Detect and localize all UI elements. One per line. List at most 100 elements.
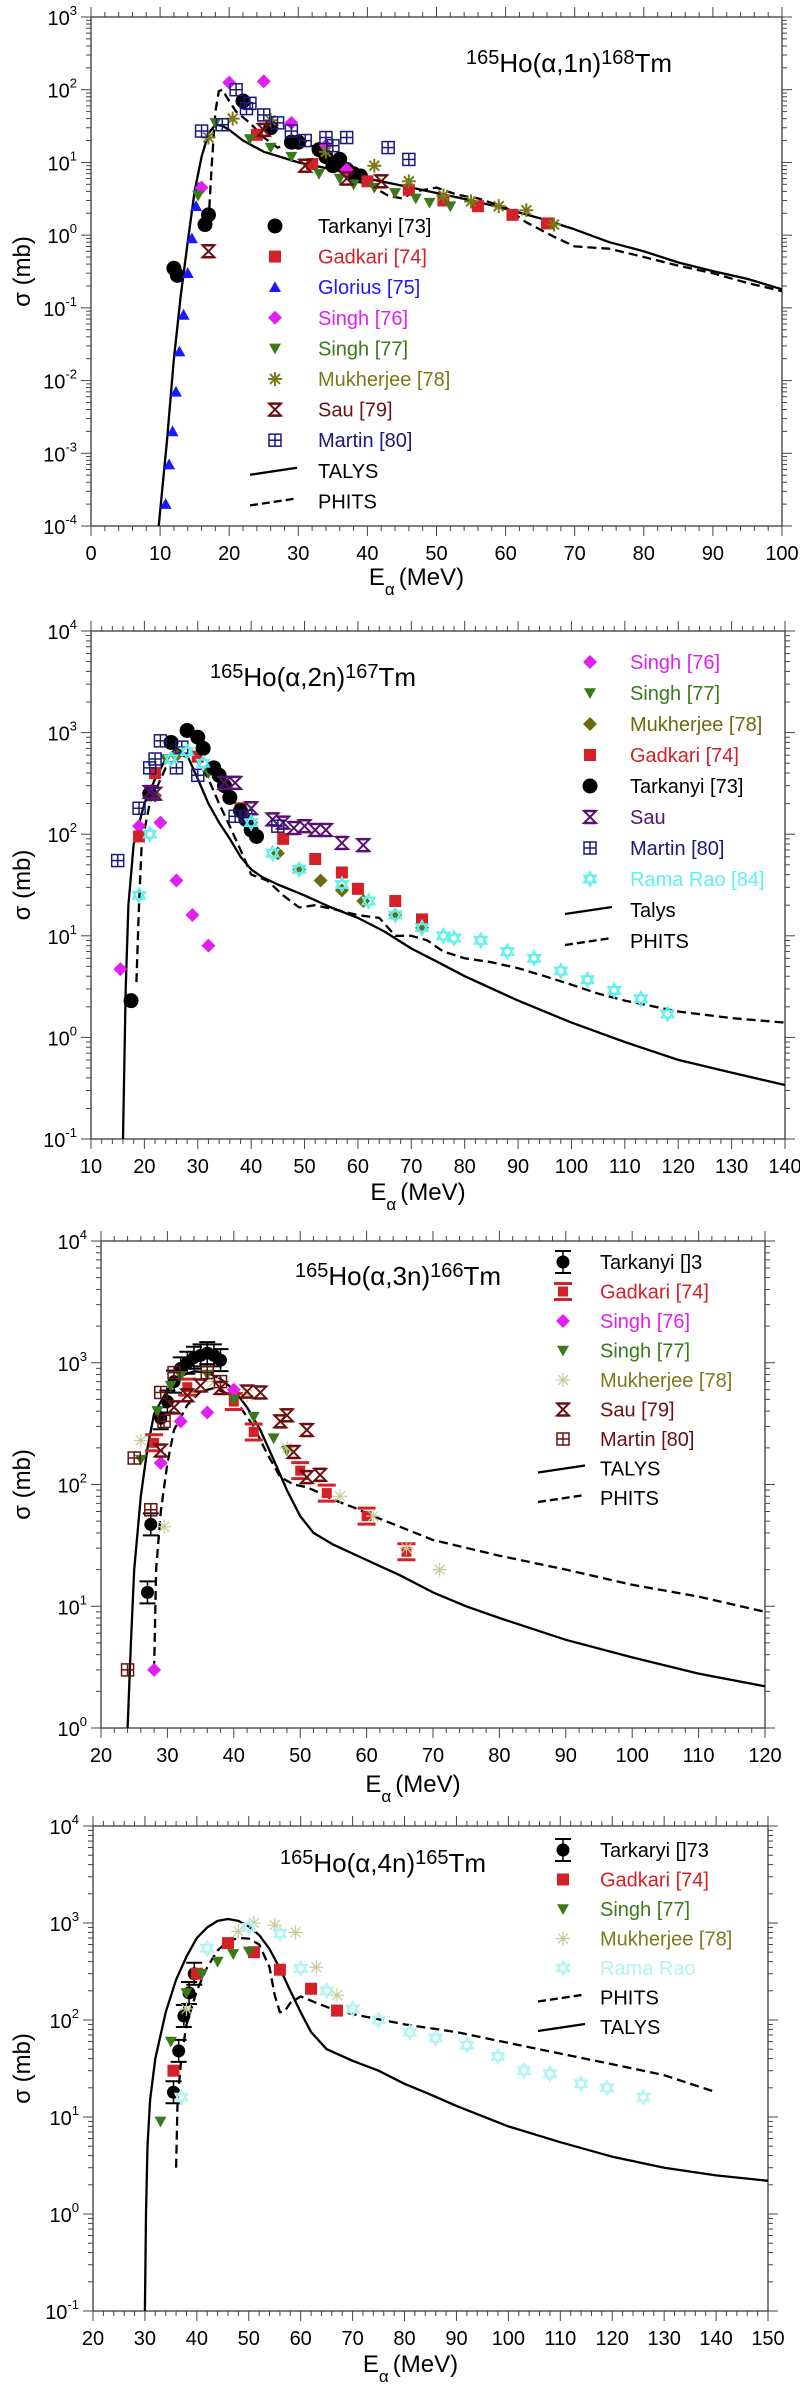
series-tarkanyi-73 bbox=[123, 722, 264, 1009]
data-point bbox=[169, 385, 182, 397]
data-point bbox=[131, 886, 147, 905]
asterisk-stroke bbox=[557, 1374, 569, 1386]
x-axis-title: Eα (MeV) bbox=[363, 2351, 458, 2385]
legend: Tarkanyi [73] Gadkari [74] Glorius [75] Sin… bbox=[249, 216, 450, 513]
data-point bbox=[491, 199, 506, 214]
chart-title: 165Ho(α,3n)166Tm bbox=[295, 1260, 501, 1291]
data-point bbox=[344, 2000, 361, 2018]
x-axis-title-symbol: E bbox=[363, 2351, 379, 2378]
chart-panel-3: 20 30 40 50 60 70 80 90 100 110 120100101102103104… bbox=[9, 1227, 782, 1806]
star-triangle bbox=[142, 825, 158, 839]
x-tick-label: 90 bbox=[507, 1156, 529, 1178]
x-tick-label: 20 bbox=[82, 2328, 104, 2350]
data-point bbox=[506, 208, 519, 221]
data-point bbox=[181, 267, 194, 278]
star-triangle bbox=[446, 929, 462, 943]
x-tick-label: 30 bbox=[134, 2328, 156, 2350]
x-axis-title-symbol: E bbox=[365, 1771, 381, 1798]
star-triangle bbox=[291, 865, 307, 879]
legend-label: Mukherjee [78] bbox=[318, 369, 450, 391]
data-point bbox=[147, 1662, 162, 1677]
data-point bbox=[179, 722, 195, 738]
data-point bbox=[288, 1925, 303, 1940]
chart-title: 165Ho(α,4n)165Tm bbox=[280, 1847, 486, 1878]
asterisk-stroke bbox=[334, 1490, 346, 1502]
asterisk-stroke bbox=[557, 1933, 569, 1944]
data-point bbox=[241, 1918, 257, 1937]
x-axis-title-subscript: α bbox=[379, 2367, 389, 2385]
data-point bbox=[222, 1937, 234, 1950]
data-point bbox=[298, 1423, 316, 1438]
data-point bbox=[154, 2116, 167, 2128]
legend-label: Singh [77] bbox=[318, 338, 408, 360]
star-triangle bbox=[499, 947, 516, 961]
chart-panel-1: 0 10 20 30 40 50 60 70 80 90 10010-410-310-210-110… bbox=[9, 3, 799, 599]
y-tick-exponent: -1 bbox=[67, 2297, 79, 2312]
data-point bbox=[200, 1405, 215, 1420]
data-point bbox=[409, 193, 422, 205]
series-tarkanyi-73 bbox=[166, 93, 368, 283]
title-reaction: Ho(α,3n) bbox=[328, 1261, 430, 1291]
asterisk-stroke bbox=[202, 131, 215, 144]
data-point bbox=[200, 207, 216, 223]
data-point bbox=[167, 2064, 180, 2077]
legend-line bbox=[249, 497, 298, 507]
legend-line bbox=[564, 936, 613, 947]
y-tick-exponent: -3 bbox=[65, 439, 77, 454]
series-mukherjee-78 bbox=[201, 111, 561, 232]
markers-layer bbox=[159, 74, 561, 509]
y-tick-exponent: -1 bbox=[65, 1125, 77, 1140]
y-tick-label: 104 bbox=[50, 1812, 79, 1839]
y-tick-label: 101 bbox=[48, 922, 77, 949]
star-triangle bbox=[435, 926, 451, 941]
data-point bbox=[291, 860, 307, 879]
title-mass-number: 165 bbox=[280, 1847, 313, 1869]
asterisk-stroke bbox=[434, 1564, 446, 1575]
legend-marker bbox=[557, 1345, 569, 1357]
star-triangle bbox=[606, 981, 622, 995]
data-point bbox=[113, 962, 128, 977]
y-axis-title: σ (mb) bbox=[9, 236, 36, 307]
star-triangle bbox=[402, 2027, 418, 2041]
star-triangle bbox=[243, 818, 259, 832]
chart-panel-4: 20 30 40 50 60 70 80 90 100 110 120 130 140 15010-110… bbox=[9, 1812, 785, 2385]
x-tick-label: 40 bbox=[186, 2328, 208, 2350]
data-point bbox=[190, 200, 203, 212]
y-tick-label: 101 bbox=[58, 1592, 87, 1619]
star-triangle bbox=[635, 2092, 652, 2107]
legend: Singh [76] Singh [77] Mukherjee [78] Gadkar… bbox=[564, 652, 765, 953]
data-point bbox=[273, 1963, 286, 1976]
star-triangle bbox=[490, 2052, 506, 2066]
star-triangle bbox=[199, 1943, 215, 1957]
legend-label: TALYS bbox=[318, 461, 378, 483]
y-tick-label: 103 bbox=[58, 1349, 87, 1376]
legend-label: TALYS bbox=[600, 1459, 660, 1481]
star-triangle bbox=[173, 2088, 189, 2102]
star-triangle bbox=[243, 813, 259, 828]
data-point bbox=[151, 1406, 164, 1418]
curve-phits bbox=[174, 1936, 717, 2168]
y-axis-title: σ (mb) bbox=[9, 850, 36, 921]
star-triangle bbox=[360, 892, 377, 906]
legend-marker bbox=[556, 1314, 570, 1328]
star-triangle bbox=[370, 2015, 387, 2029]
y-tick-label: 10-1 bbox=[43, 1125, 77, 1152]
data-point bbox=[177, 2009, 191, 2023]
series-rama-rao-84 bbox=[131, 742, 676, 1023]
curves-layer bbox=[157, 88, 782, 526]
legend-marker bbox=[558, 1286, 568, 1297]
y-axis-title: σ (mb) bbox=[9, 1449, 36, 1520]
y-tick-label: 10-1 bbox=[43, 294, 77, 321]
y-tick-exponent: -4 bbox=[65, 512, 77, 527]
star-triangle bbox=[555, 1963, 571, 1977]
legend-marker bbox=[267, 218, 283, 234]
star-triangle bbox=[163, 754, 179, 768]
markers-layer bbox=[120, 1341, 447, 1677]
title-mass-number: 168 bbox=[601, 47, 634, 69]
data-point bbox=[163, 458, 176, 470]
title-product: Tm bbox=[448, 1848, 486, 1878]
series-gadkari-74 bbox=[167, 1937, 344, 2077]
legend-label: PHITS bbox=[318, 491, 377, 513]
y-tick-exponent: 2 bbox=[80, 1471, 87, 1486]
y-tick-label: 101 bbox=[48, 148, 77, 175]
